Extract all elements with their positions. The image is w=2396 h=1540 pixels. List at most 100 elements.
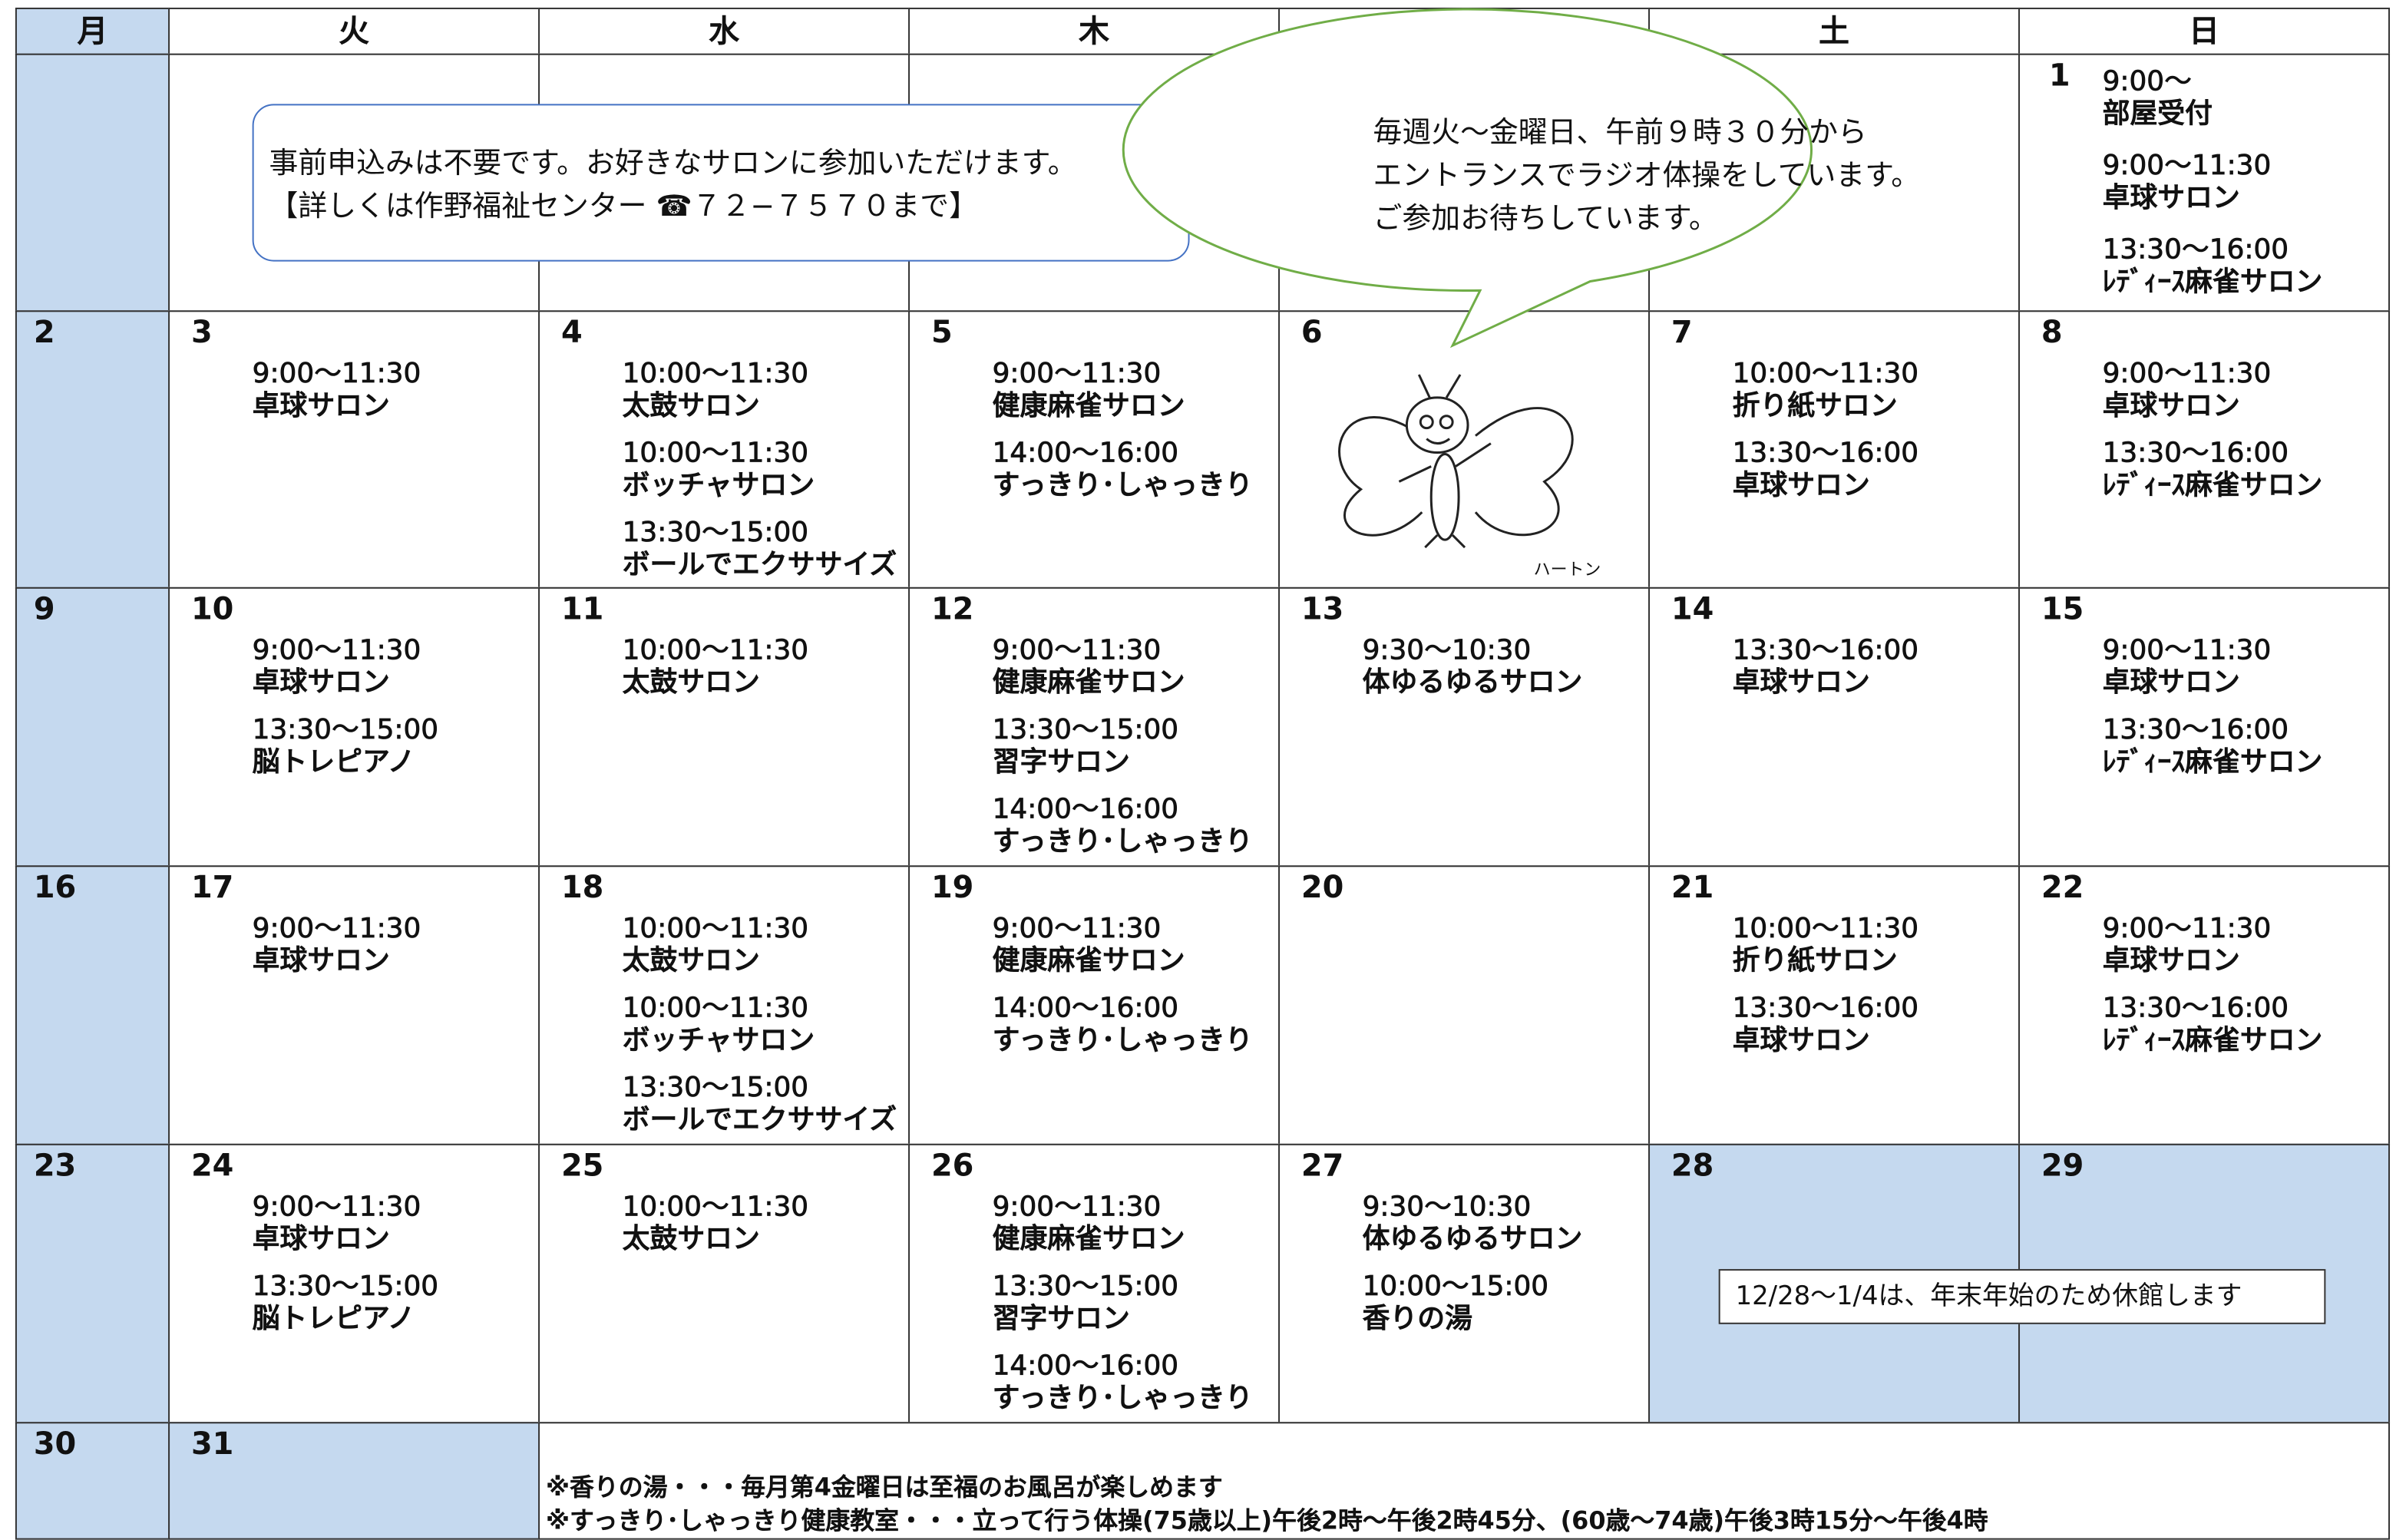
day-number: 6 [1300,313,1323,351]
day-cell [1648,865,2021,1145]
day-cell [1278,865,1651,1145]
event: 10:00～11:30 ボッチャサロン [622,437,815,501]
day-cell [538,587,910,867]
day-number: 11 [560,590,604,627]
event: 10:00～11:30 太鼓サロン [622,634,809,699]
day-number: 29 [2041,1146,2084,1184]
event: 10:00～11:30 折り紙サロン [1732,913,1918,977]
day-number: 27 [1300,1146,1344,1184]
closure-note: 12/28～1/4は、年末年始のため休館します [1718,1269,2326,1324]
event-name: 太鼓サロン [622,389,760,422]
day-cell [1648,587,2021,867]
event-name: ﾚﾃﾞｨｰｽ麻雀サロン [2102,1024,2323,1057]
day-cell [15,865,170,1145]
event-time: 9:00～11:30 [252,358,421,391]
event: 10:00～11:30 太鼓サロン [622,1191,808,1255]
event-name: すっきり･しゃっきり [992,469,1253,502]
day-number: 24 [190,1146,234,1184]
day-number: 30 [33,1425,77,1462]
event: 13:30～16:00 ﾚﾃﾞｨｰｽ麻雀サロン [2102,233,2322,298]
event-name: 卓球サロン [1732,666,1870,699]
event: 9:00～11:30 健康麻雀サロン [992,358,1185,422]
notice-box: 事前申込みは不要です。お好きなサロンに参加いただけます。 【詳しくは作野福祉センタ… [252,104,1190,262]
event-time: 9:00～ [2102,65,2192,98]
event-name: 体ゆるゆるサロン [1362,1223,1583,1256]
event-time: 13:30～15:00 [992,714,1179,747]
day-number: 13 [1300,590,1344,627]
event-time: 10:00～11:30 [622,634,809,667]
footnote: ※香りの湯・・・毎月第4金曜日は至福のお風呂が楽しめます [546,1472,1223,1502]
weekday-header: 土 [1648,7,2021,55]
event-name: ﾚﾃﾞｨｰｽ麻雀サロン [2102,469,2323,502]
event: 13:30～16:00 ﾚﾃﾞｨｰｽ麻雀サロン [2102,437,2323,502]
event-time: 10:00～11:30 [1732,358,1919,391]
event-time: 10:00～11:30 [622,358,809,391]
event-name: すっきり･しゃっきり [992,825,1253,858]
day-number: 4 [560,313,583,351]
event: 10:00～11:30 ボッチャサロン [622,992,815,1057]
day-number: 20 [1300,868,1344,906]
event-time: 10:00～11:30 [622,913,809,946]
event-name: 卓球サロン [2102,666,2240,699]
event-name: 健康麻雀サロン [992,389,1185,422]
event-name: 脳トレピアノ [252,1302,415,1335]
day-cell [168,865,540,1145]
weekday-header: 金 [1278,7,1651,55]
day-cell [538,1143,910,1424]
event: 9:30～10:30 体ゆるゆるサロン [1362,1191,1583,1256]
day-number: 10 [190,590,234,627]
event: 13:30～16:00 卓球サロン [1732,634,1918,699]
day-cell [15,310,170,589]
event-name: 習字サロン [992,745,1130,778]
notice-line: 事前申込みは不要です。お好きなサロンに参加いただけます。 [269,147,1077,181]
event: 9:00～11:30 卓球サロン [2102,358,2271,422]
event-time: 10:00～15:00 [1362,1271,1549,1304]
event-time: 9:00～11:30 [992,634,1162,667]
weekday-header: 水 [538,7,910,55]
event: 9:00～ 部屋受付 [2102,65,2213,130]
footnote: ※すっきり･しゃっきり健康教室・・・立って行う体操(75歳以上)午後2時～午後2… [546,1505,1988,1535]
event-time: 13:30～15:00 [252,714,439,747]
event-time: 13:30～15:00 [992,1271,1179,1304]
day-number: 19 [930,868,974,906]
event: 9:30～10:30 体ゆるゆるサロン [1362,634,1583,699]
event: 9:00～11:30 卓球サロン [2102,913,2271,977]
day-number: 16 [33,868,77,906]
event: 14:00～16:00 すっきり･しゃっきり [992,437,1253,502]
event-name: ボッチャサロン [622,1024,815,1057]
event-name: 卓球サロン [252,944,390,977]
event: 13:30～16:00 ﾚﾃﾞｨｰｽ麻雀サロン [2102,992,2323,1057]
event-name: 卓球サロン [2102,182,2240,214]
day-number: 31 [190,1425,234,1462]
event-time: 13:30～15:00 [622,1072,809,1105]
event-name: 卓球サロン [252,389,390,422]
event: 9:00～11:30 卓球サロン [2102,634,2271,699]
event: 14:00～16:00 すっきり･しゃっきり [992,793,1253,858]
event-time: 13:30～16:00 [2102,992,2289,1025]
event-name: 太鼓サロン [622,666,760,699]
event-time: 9:00～11:30 [992,1191,1162,1224]
weekday-header: 月 [15,7,170,55]
event-name: 卓球サロン [1732,1024,1870,1057]
weekday-header: 火 [168,7,540,55]
day-cell [1278,310,1651,589]
event-name: 体ゆるゆるサロン [1362,666,1583,699]
event-time: 9:00～11:30 [992,358,1162,391]
event-time: 14:00～16:00 [992,1350,1179,1383]
event: 14:00～16:00 すっきり･しゃっきり [992,1350,1253,1414]
day-number: 22 [2041,868,2084,906]
event-time: 14:00～16:00 [992,992,1179,1025]
event: 10:00～15:00 香りの湯 [1362,1271,1549,1335]
day-cell [15,1143,170,1424]
event: 13:30～16:00 卓球サロン [1732,992,1918,1057]
event: 13:30～15:00 ボールでエクササイズ [622,517,897,581]
day-number: 21 [1671,868,1714,906]
event: 13:30～15:00 習字サロン [992,714,1179,778]
event: 10:00～11:30 折り紙サロン [1732,358,1919,422]
event: 9:00～11:30 健康麻雀サロン [992,634,1185,699]
day-cell [15,1422,170,1540]
event-name: 卓球サロン [252,666,390,699]
event-time: 9:00～11:30 [252,1191,421,1224]
event: 9:00～11:30 卓球サロン [252,913,421,977]
